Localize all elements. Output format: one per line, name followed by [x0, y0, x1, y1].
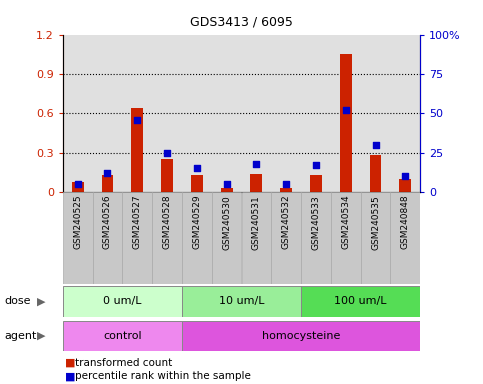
Bar [242, 192, 271, 284]
Text: GDS3413 / 6095: GDS3413 / 6095 [190, 15, 293, 28]
Bar [182, 286, 301, 317]
Point [372, 142, 380, 148]
Bar [390, 192, 420, 284]
Text: homocysteine: homocysteine [262, 331, 340, 341]
Text: GSM240535: GSM240535 [371, 195, 380, 250]
Text: GSM240526: GSM240526 [103, 195, 112, 249]
Text: 100 um/L: 100 um/L [334, 296, 387, 306]
Point [133, 116, 141, 122]
Text: ■: ■ [65, 371, 76, 381]
Point [253, 161, 260, 167]
Text: GSM240534: GSM240534 [341, 195, 350, 249]
Bar [301, 286, 420, 317]
Bar [221, 188, 233, 192]
Text: ▶: ▶ [37, 331, 45, 341]
Bar [361, 192, 390, 284]
Text: GSM240532: GSM240532 [282, 195, 291, 249]
Bar [340, 54, 352, 192]
Text: GSM240530: GSM240530 [222, 195, 231, 250]
Bar [182, 321, 420, 351]
Bar [191, 175, 203, 192]
Text: GSM240848: GSM240848 [401, 195, 410, 249]
Text: GSM240529: GSM240529 [192, 195, 201, 249]
Bar [131, 108, 143, 192]
Bar [161, 159, 173, 192]
Point [282, 181, 290, 187]
Point [163, 150, 171, 156]
Text: 0 um/L: 0 um/L [103, 296, 142, 306]
Text: ■: ■ [65, 358, 76, 368]
Bar [271, 192, 301, 284]
Bar [301, 192, 331, 284]
Bar [122, 192, 152, 284]
Text: GSM240525: GSM240525 [73, 195, 82, 249]
Bar [310, 175, 322, 192]
Text: GSM240528: GSM240528 [163, 195, 171, 249]
Text: GSM240531: GSM240531 [252, 195, 261, 250]
Text: transformed count: transformed count [75, 358, 172, 368]
Point [342, 107, 350, 113]
Point [104, 170, 112, 176]
Bar [280, 188, 292, 192]
Text: agent: agent [5, 331, 37, 341]
Bar [331, 192, 361, 284]
Bar [93, 192, 122, 284]
Text: GSM240527: GSM240527 [133, 195, 142, 249]
Bar [63, 286, 182, 317]
Text: control: control [103, 331, 142, 341]
Point [223, 181, 230, 187]
Bar [72, 182, 84, 192]
Text: dose: dose [5, 296, 31, 306]
Bar [152, 192, 182, 284]
Text: ▶: ▶ [37, 296, 45, 306]
Bar [212, 192, 242, 284]
Bar [101, 175, 114, 192]
Bar [399, 179, 412, 192]
Bar [251, 174, 262, 192]
Text: GSM240533: GSM240533 [312, 195, 320, 250]
Bar [182, 192, 212, 284]
Bar [369, 155, 382, 192]
Bar [63, 192, 93, 284]
Text: percentile rank within the sample: percentile rank within the sample [75, 371, 251, 381]
Bar [63, 321, 182, 351]
Point [401, 173, 409, 179]
Point [74, 181, 82, 187]
Point [312, 162, 320, 168]
Point [193, 166, 201, 172]
Text: 10 um/L: 10 um/L [219, 296, 264, 306]
